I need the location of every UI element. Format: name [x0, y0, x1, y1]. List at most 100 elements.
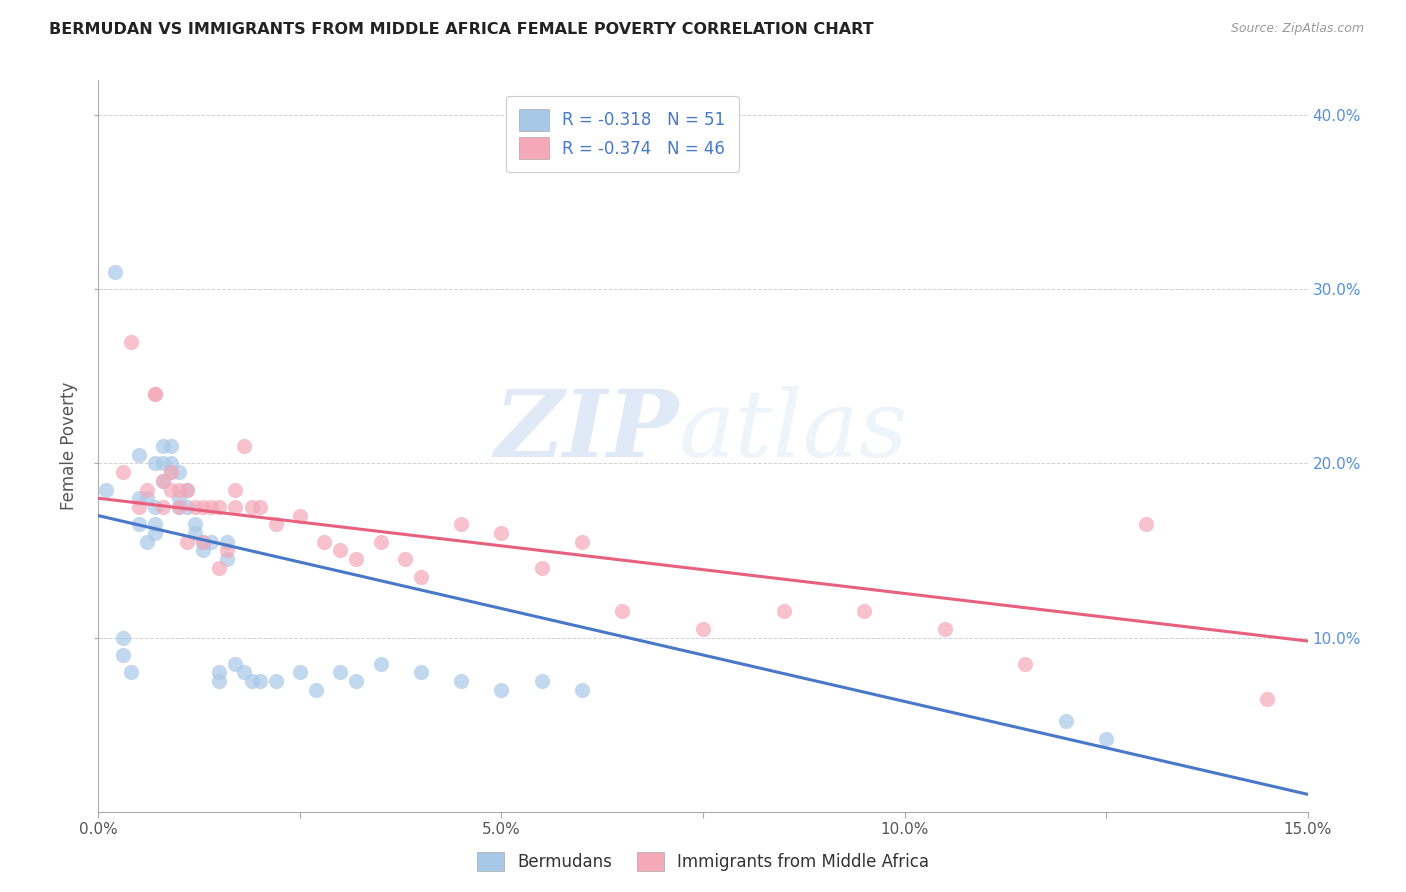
Point	[571, 682, 593, 697]
Point	[193, 500, 215, 514]
Point	[160, 439, 183, 453]
Point	[176, 483, 198, 497]
Point	[409, 569, 432, 583]
Legend: Bermudans, Immigrants from Middle Africa: Bermudans, Immigrants from Middle Africa	[468, 843, 938, 880]
Point	[160, 465, 183, 479]
Point	[152, 474, 174, 488]
Point	[128, 517, 150, 532]
Point	[288, 665, 311, 680]
Point	[135, 491, 157, 506]
Point	[200, 500, 222, 514]
Point	[200, 534, 222, 549]
Point	[143, 526, 166, 541]
Point	[217, 534, 239, 549]
Point	[224, 657, 246, 671]
Point	[167, 491, 190, 506]
Point	[128, 448, 150, 462]
Point	[612, 604, 634, 618]
Point	[450, 674, 472, 689]
Text: atlas: atlas	[679, 386, 908, 476]
Point	[176, 500, 198, 514]
Point	[111, 465, 134, 479]
Text: ZIP: ZIP	[495, 386, 679, 476]
Point	[193, 534, 215, 549]
Point	[853, 604, 876, 618]
Point	[111, 648, 134, 662]
Point	[103, 265, 125, 279]
Point	[184, 526, 207, 541]
Point	[152, 439, 174, 453]
Point	[530, 674, 553, 689]
Point	[314, 534, 336, 549]
Point	[1095, 731, 1118, 746]
Point	[208, 561, 231, 575]
Point	[1135, 517, 1157, 532]
Point	[370, 657, 392, 671]
Point	[193, 543, 215, 558]
Point	[184, 517, 207, 532]
Point	[450, 517, 472, 532]
Point	[249, 500, 271, 514]
Point	[232, 665, 254, 680]
Point	[160, 457, 183, 471]
Point	[96, 483, 118, 497]
Point	[491, 682, 513, 697]
Point	[224, 500, 246, 514]
Point	[232, 439, 254, 453]
Point	[264, 674, 287, 689]
Point	[208, 665, 231, 680]
Point	[193, 534, 215, 549]
Point	[571, 534, 593, 549]
Point	[128, 491, 150, 506]
Point	[305, 682, 328, 697]
Point	[530, 561, 553, 575]
Point	[176, 483, 198, 497]
Point	[329, 665, 352, 680]
Point	[143, 517, 166, 532]
Point	[491, 526, 513, 541]
Point	[217, 552, 239, 566]
Point	[184, 500, 207, 514]
Point	[111, 631, 134, 645]
Point	[1256, 691, 1278, 706]
Point	[344, 552, 367, 566]
Point	[167, 465, 190, 479]
Y-axis label: Female Poverty: Female Poverty	[60, 382, 79, 510]
Point	[135, 534, 157, 549]
Point	[143, 500, 166, 514]
Point	[152, 474, 174, 488]
Point	[120, 665, 142, 680]
Point	[1054, 714, 1077, 728]
Point	[409, 665, 432, 680]
Point	[1014, 657, 1036, 671]
Point	[143, 386, 166, 401]
Point	[120, 334, 142, 349]
Point	[208, 674, 231, 689]
Point	[135, 483, 157, 497]
Point	[240, 674, 263, 689]
Point	[167, 483, 190, 497]
Point	[370, 534, 392, 549]
Point	[167, 500, 190, 514]
Point	[394, 552, 416, 566]
Point	[143, 457, 166, 471]
Point	[692, 622, 714, 636]
Point	[344, 674, 367, 689]
Point	[264, 517, 287, 532]
Point	[249, 674, 271, 689]
Point	[167, 500, 190, 514]
Point	[329, 543, 352, 558]
Text: BERMUDAN VS IMMIGRANTS FROM MIDDLE AFRICA FEMALE POVERTY CORRELATION CHART: BERMUDAN VS IMMIGRANTS FROM MIDDLE AFRIC…	[49, 22, 875, 37]
Text: Source: ZipAtlas.com: Source: ZipAtlas.com	[1230, 22, 1364, 36]
Point	[160, 465, 183, 479]
Point	[152, 500, 174, 514]
Legend: R = -0.318   N = 51, R = -0.374   N = 46: R = -0.318 N = 51, R = -0.374 N = 46	[506, 96, 740, 172]
Point	[934, 622, 956, 636]
Point	[176, 534, 198, 549]
Point	[160, 483, 183, 497]
Point	[208, 500, 231, 514]
Point	[288, 508, 311, 523]
Point	[152, 457, 174, 471]
Point	[772, 604, 794, 618]
Point	[240, 500, 263, 514]
